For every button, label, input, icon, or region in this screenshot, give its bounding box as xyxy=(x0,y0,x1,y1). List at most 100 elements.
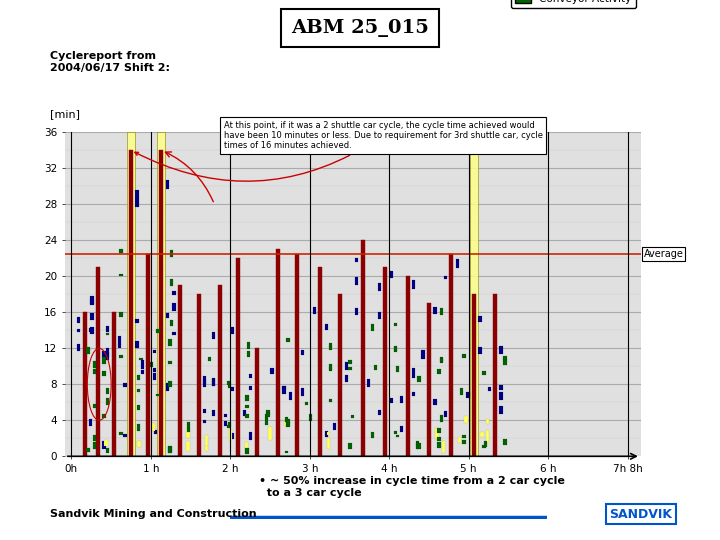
Bar xyxy=(294,254,299,456)
Bar xyxy=(120,355,122,357)
Bar xyxy=(361,240,365,456)
Bar xyxy=(433,307,436,314)
Bar xyxy=(168,339,172,346)
Bar xyxy=(230,433,234,440)
Bar xyxy=(464,416,468,423)
Bar xyxy=(227,426,230,428)
Bar xyxy=(123,434,127,437)
Bar xyxy=(77,345,81,351)
Bar xyxy=(266,410,270,414)
Bar xyxy=(269,427,271,440)
Bar xyxy=(500,384,503,389)
Bar xyxy=(102,357,106,364)
Bar xyxy=(106,398,109,404)
Bar xyxy=(212,379,215,386)
Bar xyxy=(285,416,288,422)
Bar xyxy=(328,367,332,372)
Bar xyxy=(255,348,258,456)
Bar xyxy=(89,420,92,426)
Bar xyxy=(440,308,444,315)
Bar xyxy=(282,386,286,394)
Bar xyxy=(170,320,173,326)
Bar xyxy=(170,279,173,286)
Bar xyxy=(154,430,157,434)
Bar xyxy=(301,349,304,355)
Text: • ~ 50% increase in cycle time from a 2 car cycle
  to a 3 car cycle: • ~ 50% increase in cycle time from a 2 … xyxy=(259,476,565,498)
Bar xyxy=(137,389,140,392)
Bar xyxy=(139,357,143,360)
Bar xyxy=(118,343,122,348)
Bar xyxy=(197,294,201,456)
Bar xyxy=(355,308,359,314)
Bar xyxy=(467,392,469,398)
Bar xyxy=(123,383,127,387)
Bar xyxy=(227,381,230,385)
Bar xyxy=(102,414,106,418)
Bar xyxy=(318,267,323,456)
Bar xyxy=(460,388,463,395)
Bar xyxy=(456,259,459,268)
Bar xyxy=(246,352,250,357)
Bar xyxy=(462,435,466,438)
Bar xyxy=(440,359,444,362)
Bar xyxy=(93,404,96,408)
Bar xyxy=(480,432,484,437)
Bar xyxy=(249,374,253,377)
Bar xyxy=(89,328,92,332)
Bar xyxy=(327,431,330,435)
Bar xyxy=(249,433,253,440)
Bar xyxy=(449,254,454,456)
Bar xyxy=(106,352,109,360)
Bar xyxy=(166,180,169,189)
Bar xyxy=(400,427,403,432)
Bar xyxy=(137,375,140,380)
Bar xyxy=(204,446,208,451)
Bar xyxy=(503,356,507,360)
Bar xyxy=(416,443,419,449)
Bar xyxy=(265,419,269,424)
Bar xyxy=(355,259,359,262)
Bar xyxy=(129,150,133,456)
Bar xyxy=(138,441,140,447)
Bar xyxy=(112,312,116,456)
Bar xyxy=(289,392,292,400)
Bar xyxy=(93,435,96,441)
Bar xyxy=(377,312,381,319)
Bar xyxy=(271,368,274,374)
Bar xyxy=(462,354,466,359)
Bar xyxy=(228,422,231,427)
Bar xyxy=(478,316,482,322)
Bar xyxy=(212,378,215,386)
Bar xyxy=(246,406,248,408)
Bar xyxy=(166,383,169,390)
Bar xyxy=(77,317,81,323)
Bar xyxy=(204,435,208,446)
Bar xyxy=(418,443,420,449)
Bar xyxy=(90,299,94,305)
Bar xyxy=(168,447,172,453)
Bar xyxy=(412,373,415,378)
Bar xyxy=(159,150,163,456)
Bar xyxy=(96,267,100,456)
Bar xyxy=(437,437,441,441)
Bar xyxy=(482,371,485,375)
Bar xyxy=(146,254,150,456)
Bar xyxy=(394,346,397,352)
Text: [min]: [min] xyxy=(50,109,80,119)
Bar xyxy=(120,249,122,253)
Text: ABM 25_015: ABM 25_015 xyxy=(291,19,429,37)
Bar xyxy=(266,413,270,416)
Bar xyxy=(106,388,109,394)
Bar xyxy=(168,361,172,365)
Text: Cyclereport from
2004/06/17 Shift 2:: Cyclereport from 2004/06/17 Shift 2: xyxy=(50,51,171,73)
Bar xyxy=(228,382,231,388)
Bar xyxy=(186,441,189,451)
Bar xyxy=(77,329,81,332)
Bar xyxy=(186,429,189,438)
Bar xyxy=(348,360,352,364)
Bar xyxy=(168,381,172,387)
Bar xyxy=(309,414,312,421)
Bar xyxy=(90,327,94,334)
Bar xyxy=(156,394,160,396)
Bar xyxy=(435,428,438,439)
